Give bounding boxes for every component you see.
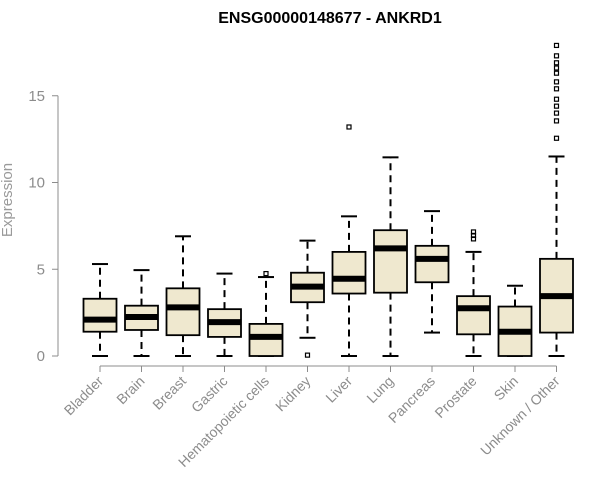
- y-axis: 0 5 10 15: [28, 88, 59, 365]
- x-tick-label: Breast: [149, 373, 189, 413]
- y-tick-label: 15: [28, 88, 45, 105]
- outlier-point: [553, 70, 560, 76]
- y-tick-label: 5: [37, 261, 45, 278]
- iqr-box: [248, 323, 284, 357]
- box-prostate: [456, 229, 491, 357]
- outlier-point: [553, 118, 560, 124]
- x-tick-label: Liver: [322, 373, 355, 406]
- outlier-point: [553, 103, 560, 109]
- box-skin: [497, 284, 533, 357]
- boxes: [82, 42, 574, 358]
- outlier-point: [553, 65, 560, 71]
- box-breast: [165, 235, 201, 357]
- outlier-point: [553, 42, 560, 49]
- iqr-box: [373, 229, 408, 294]
- y-axis-label: Expression: [0, 163, 16, 237]
- box-brain: [124, 269, 159, 357]
- outlier-point: [553, 60, 560, 66]
- x-tick-label: Prostate: [431, 373, 479, 421]
- outlier-point: [553, 53, 560, 59]
- outlier-point: [304, 352, 311, 358]
- box-gastric: [207, 272, 242, 357]
- y-tick-label: 0: [37, 348, 45, 365]
- box-kidney: [290, 239, 325, 358]
- outlier-point: [553, 135, 560, 141]
- x-tick-label: Unknown / Other: [477, 373, 563, 459]
- box-liver: [331, 124, 367, 357]
- iqr-box: [165, 287, 201, 337]
- outlier-point: [553, 86, 560, 92]
- outlier-point: [346, 124, 352, 130]
- outlier-point: [470, 229, 477, 235]
- iqr-box: [414, 244, 450, 284]
- box-pancreas: [414, 210, 450, 334]
- outlier-point: [553, 79, 560, 85]
- box-unknown-other: [539, 42, 574, 357]
- box-bladder: [82, 263, 118, 357]
- iqr-box: [456, 295, 491, 336]
- x-tick-label: Skin: [491, 373, 522, 404]
- iqr-box: [331, 250, 367, 295]
- box-hematopoietic-cells: [248, 270, 284, 357]
- y-tick-label: 10: [28, 175, 45, 192]
- x-tick-label: Kidney: [272, 373, 314, 415]
- x-tick-label: Lung: [363, 373, 396, 406]
- x-tick-label: Bladder: [61, 373, 107, 419]
- iqr-box: [82, 297, 118, 333]
- outlier-point: [263, 270, 269, 277]
- box-lung: [373, 156, 408, 357]
- outlier-point: [553, 96, 560, 102]
- chart-title: ENSG00000148677 - ANKRD1: [218, 10, 442, 27]
- x-tick-label: Brain: [113, 373, 147, 407]
- outlier-point: [553, 110, 560, 116]
